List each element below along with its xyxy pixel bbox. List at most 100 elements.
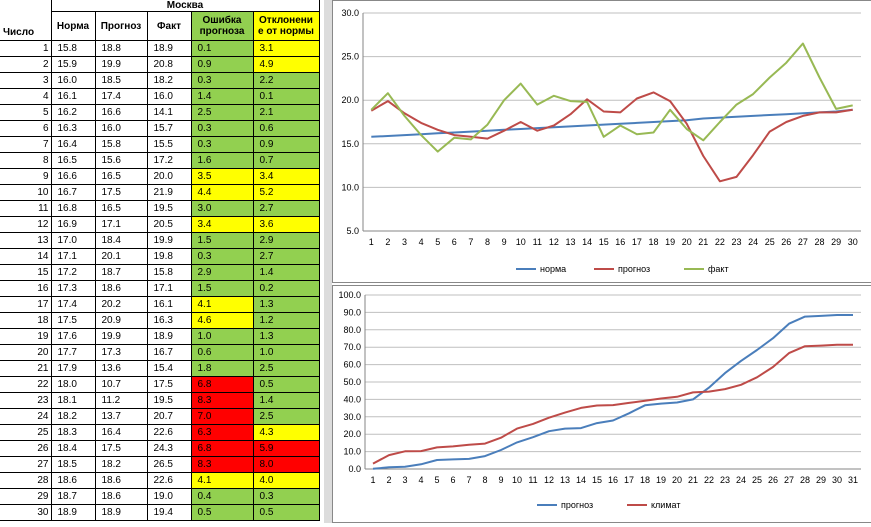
x-tick-label: 6 (452, 237, 457, 247)
norm-cell: 18.4 (50, 440, 96, 457)
fact-cell: 20.8 (146, 56, 192, 73)
x-tick-label: 18 (648, 237, 658, 247)
x-tick-label: 14 (582, 237, 592, 247)
day-cell: 3 (0, 72, 52, 89)
norm-cell: 18.3 (50, 424, 96, 441)
x-tick-label: 17 (632, 237, 642, 247)
table-body: 1 15.8 18.8 18.9 0.1 3.1 2 15.9 19.9 20.8 0.9 4.9 3 1… (0, 40, 320, 521)
x-tick-label: 19 (656, 475, 666, 485)
forecast-cell: 16.6 (94, 104, 148, 121)
header-day: Число (0, 0, 52, 41)
error-cell: 1.5 (190, 232, 254, 249)
error-cell: 0.3 (190, 248, 254, 265)
fact-cell: 15.7 (146, 120, 192, 137)
error-cell: 3.5 (190, 168, 254, 185)
header-error-line2: прогноза (199, 26, 245, 37)
error-cell: 1.6 (190, 152, 254, 169)
x-tick-label: 24 (736, 475, 746, 485)
forecast-cell: 18.5 (94, 72, 148, 89)
deviation-cell: 2.1 (252, 104, 320, 121)
table-row: 26 18.4 17.5 24.3 6.8 5.9 (0, 440, 320, 457)
norm-cell: 17.2 (50, 264, 96, 281)
deviation-cell: 0.1 (252, 88, 320, 105)
x-tick-label: 1 (370, 475, 375, 485)
x-tick-label: 20 (682, 237, 692, 247)
fact-cell: 19.0 (146, 488, 192, 505)
forecast-cell: 17.3 (94, 344, 148, 361)
norm-cell: 16.4 (50, 136, 96, 153)
deviation-cell: 1.4 (252, 392, 320, 409)
x-tick-label: 12 (544, 475, 554, 485)
fact-cell: 19.5 (146, 392, 192, 409)
error-cell: 1.4 (190, 88, 254, 105)
day-cell: 7 (0, 136, 52, 153)
deviation-cell: 2.2 (252, 72, 320, 89)
deviation-cell: 8.0 (252, 456, 320, 473)
day-cell: 13 (0, 232, 52, 249)
x-tick-label: 23 (720, 475, 730, 485)
series-line-2 (370, 42, 853, 153)
norm-cell: 16.5 (50, 152, 96, 169)
error-cell: 0.4 (190, 488, 254, 505)
error-cell: 1.5 (190, 280, 254, 297)
day-cell: 25 (0, 424, 52, 441)
day-cell: 4 (0, 88, 52, 105)
series-line-1 (372, 343, 853, 465)
fact-cell: 22.6 (146, 424, 192, 441)
x-tick-label: 9 (502, 237, 507, 247)
norm-cell: 18.1 (50, 392, 96, 409)
legend-label: норма (540, 264, 566, 274)
forecast-cell: 16.0 (94, 120, 148, 137)
error-cell: 3.0 (190, 200, 254, 217)
deviation-cell: 1.4 (252, 264, 320, 281)
x-tick-label: 19 (665, 237, 675, 247)
forecast-cell: 17.5 (94, 184, 148, 201)
norm-cell: 17.1 (50, 248, 96, 265)
x-tick-label: 6 (450, 475, 455, 485)
error-cell: 0.6 (190, 344, 254, 361)
norm-cell: 17.5 (50, 312, 96, 329)
fact-cell: 19.8 (146, 248, 192, 265)
legend-label: прогноз (618, 264, 650, 274)
table-row: 23 18.1 11.2 19.5 8.3 1.4 (0, 392, 320, 409)
legend-label: прогноз (561, 500, 593, 510)
day-cell: 16 (0, 280, 52, 297)
deviation-cell: 2.5 (252, 360, 320, 377)
header-deviation-line1: Отклонени (259, 15, 313, 26)
norm-cell: 18.0 (50, 376, 96, 393)
x-tick-label: 25 (765, 237, 775, 247)
norm-cell: 18.7 (50, 488, 96, 505)
x-tick-label: 14 (576, 475, 586, 485)
deviation-cell: 2.9 (252, 232, 320, 249)
error-cell: 6.8 (190, 376, 254, 393)
x-tick-label: 30 (848, 237, 858, 247)
fact-cell: 19.4 (146, 504, 192, 521)
deviation-cell: 1.0 (252, 344, 320, 361)
forecast-cell: 20.2 (94, 296, 148, 313)
y-tick-label: 90.0 (343, 307, 361, 317)
forecast-cell: 18.7 (94, 264, 148, 281)
table-row: 12 16.9 17.1 20.5 3.4 3.6 (0, 216, 320, 233)
norm-cell: 17.6 (50, 328, 96, 345)
x-tick-label: 13 (565, 237, 575, 247)
table-row: 5 16.2 16.6 14.1 2.5 2.1 (0, 104, 320, 121)
x-tick-label: 29 (816, 475, 826, 485)
forecast-cell: 20.9 (94, 312, 148, 329)
error-cell: 0.3 (190, 120, 254, 137)
y-tick-label: 70.0 (343, 342, 361, 352)
header-error: Ошибка прогноза (190, 11, 254, 41)
x-tick-label: 28 (814, 237, 824, 247)
x-tick-label: 27 (798, 237, 808, 247)
deviation-cell: 0.5 (252, 504, 320, 521)
x-tick-label: 4 (419, 237, 424, 247)
day-cell: 29 (0, 488, 52, 505)
y-tick-label: 20.0 (343, 429, 361, 439)
header-norm: Норма (50, 11, 96, 41)
deviation-cell: 2.5 (252, 408, 320, 425)
error-cell: 1.0 (190, 328, 254, 345)
x-tick-label: 15 (599, 237, 609, 247)
norm-cell: 16.8 (50, 200, 96, 217)
fact-cell: 17.2 (146, 152, 192, 169)
norm-cell: 17.9 (50, 360, 96, 377)
forecast-cell: 18.4 (94, 232, 148, 249)
